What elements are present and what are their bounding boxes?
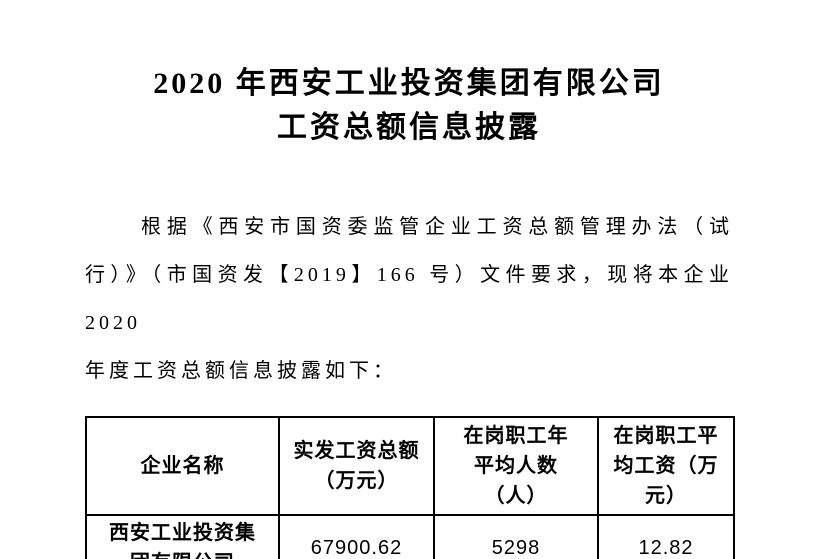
cell-company-name: 西安工业投资集 团有限公司 <box>85 514 280 559</box>
paragraph-line-2: 行）》（市国资发【2019】166 号）文件要求，现将本企业 2020 <box>85 264 733 334</box>
header-total-wage: 实发工资总额 （万元） <box>278 416 435 516</box>
table-header-row: 企业名称 实发工资总额 （万元） 在岗职工年 平均人数 （人） 在岗职工平 均工… <box>85 416 735 516</box>
title-line-2: 工资总额信息披露 <box>277 111 541 144</box>
cell-total-wage: 67900.62 <box>278 514 435 559</box>
header-company-name: 企业名称 <box>85 416 280 516</box>
paragraph-line-1: 根据《西安市国资委监管企业工资总额管理办法（试 <box>141 216 733 238</box>
paragraph-line-3: 年度工资总额信息披露如下： <box>85 360 397 382</box>
table-row: 西安工业投资集 团有限公司 67900.62 5298 12.82 <box>85 514 735 559</box>
document-title: 2020 年西安工业投资集团有限公司 工资总额信息披露 <box>85 62 733 150</box>
cell-avg-headcount: 5298 <box>433 514 599 559</box>
title-line-1: 2020 年西安工业投资集团有限公司 <box>153 67 665 100</box>
header-avg-headcount: 在岗职工年 平均人数 （人） <box>433 416 599 516</box>
cell-avg-wage: 12.82 <box>597 514 735 559</box>
header-avg-wage: 在岗职工平 均工资（万 元） <box>597 416 735 516</box>
intro-paragraph: 根据《西安市国资委监管企业工资总额管理办法（试 行）》（市国资发【2019】16… <box>85 203 733 395</box>
wage-disclosure-table: 企业名称 实发工资总额 （万元） 在岗职工年 平均人数 （人） 在岗职工平 均工… <box>85 416 735 559</box>
